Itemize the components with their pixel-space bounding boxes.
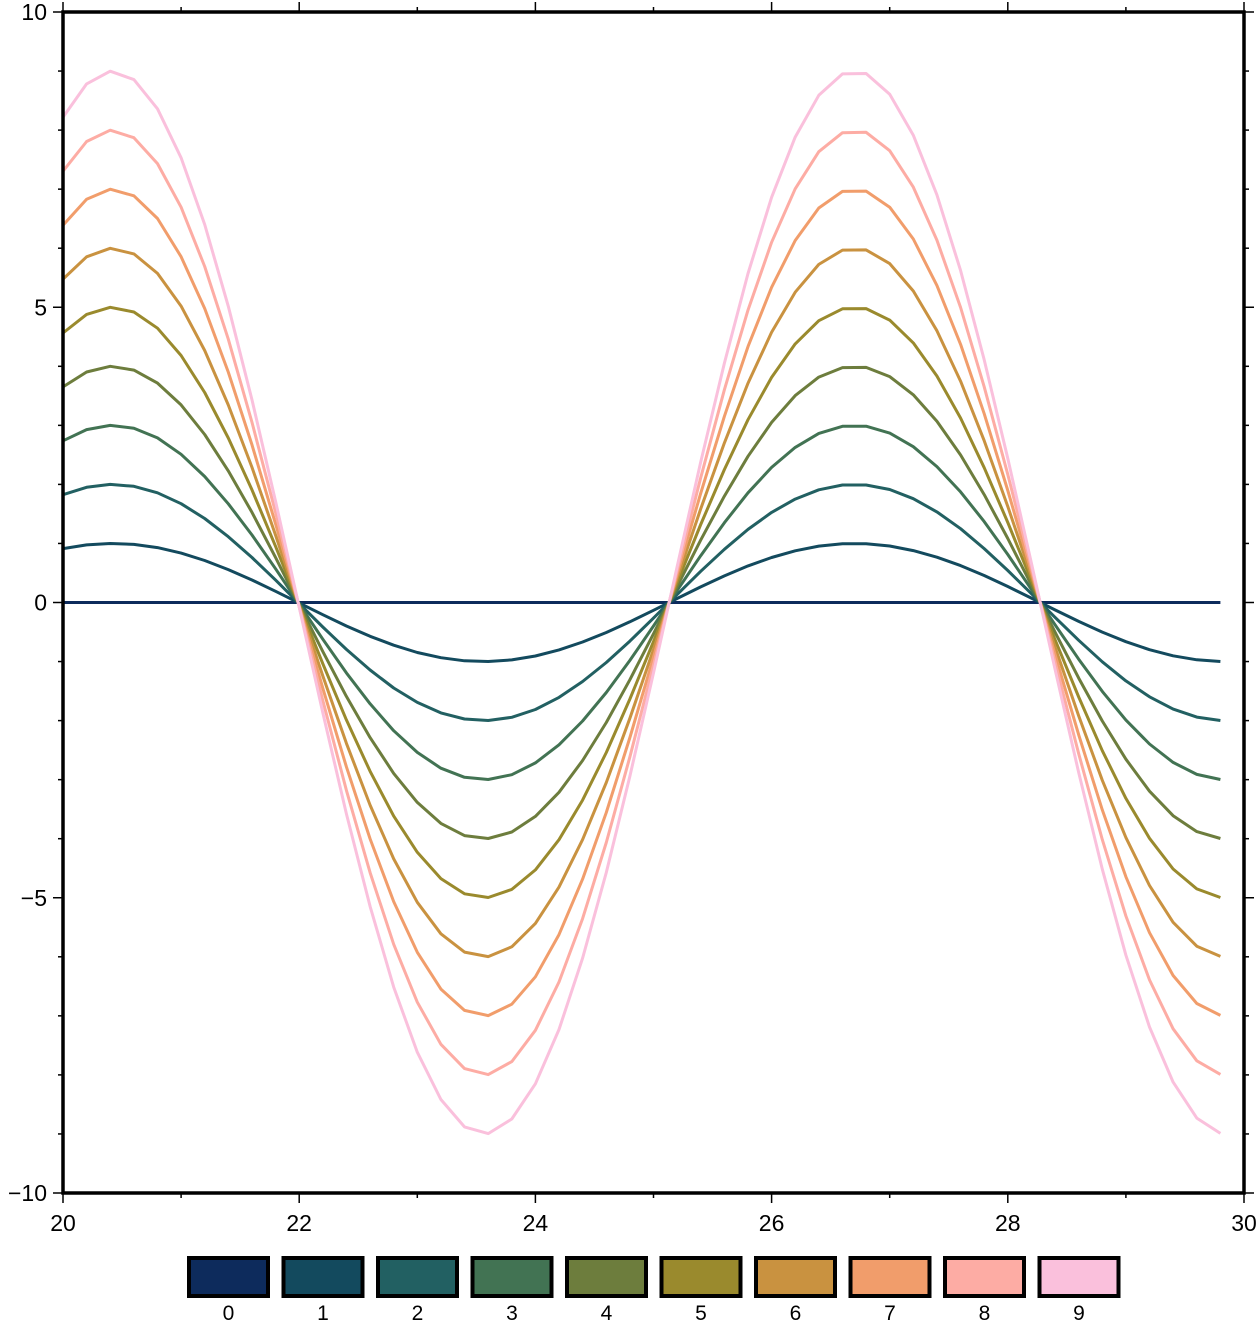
series-line-9 [61,69,1222,1136]
series-layer [61,69,1222,1136]
colorbar-legend: 0 1 2 3 4 5 6 7 8 9 [187,1256,1121,1321]
colorbar-swatch-0 [187,1256,270,1298]
x-tick-label: 22 [286,1210,312,1236]
colorbar-swatch-7 [848,1256,932,1298]
colorbar-swatch-5 [659,1256,743,1298]
y-tick-label: 5 [34,294,47,320]
colorbar-swatch-8 [943,1256,1026,1298]
colorbar-label: 9 [1073,1302,1085,1321]
series-line-6 [61,246,1221,959]
x-tick-label: 28 [995,1210,1021,1236]
colorbar-label: 2 [412,1302,424,1321]
y-tick-label: −10 [8,1180,47,1206]
series-line-1 [62,542,1221,663]
colorbar-swatch-1 [281,1256,365,1298]
series-line-7 [61,187,1222,1018]
x-tick-label: 30 [1231,1210,1257,1236]
series-line-5 [62,305,1221,899]
colorbar-label: 7 [884,1302,896,1321]
series-line-2 [62,482,1221,722]
colorbar-label: 3 [506,1302,518,1321]
y-tick-label: −5 [21,885,47,911]
y-tick-label: 0 [34,590,47,616]
axes: 20 22 24 26 28 30 −10 −5 0 5 10 [8,0,1257,1236]
colorbar-label: 0 [223,1302,235,1321]
colorbar-label: 4 [601,1302,613,1321]
colorbar-swatch-2 [376,1256,459,1298]
colorbar-swatch-6 [754,1256,837,1298]
x-tick-label: 24 [523,1210,549,1236]
x-tick-label: 20 [50,1210,76,1236]
colorbar-swatch-3 [470,1256,554,1298]
colorbar-label: 6 [790,1302,802,1321]
series-line-4 [62,364,1221,840]
colorbar-swatch-9 [1037,1256,1121,1298]
colorbar-label: 1 [317,1302,329,1321]
x-tick-label: 26 [759,1210,785,1236]
colorbar-label: 8 [979,1302,991,1321]
colorbar-label: 5 [695,1302,707,1321]
y-tick-label: 10 [21,0,47,25]
series-line-3 [62,423,1221,781]
colorbar-swatch-4 [565,1256,648,1298]
